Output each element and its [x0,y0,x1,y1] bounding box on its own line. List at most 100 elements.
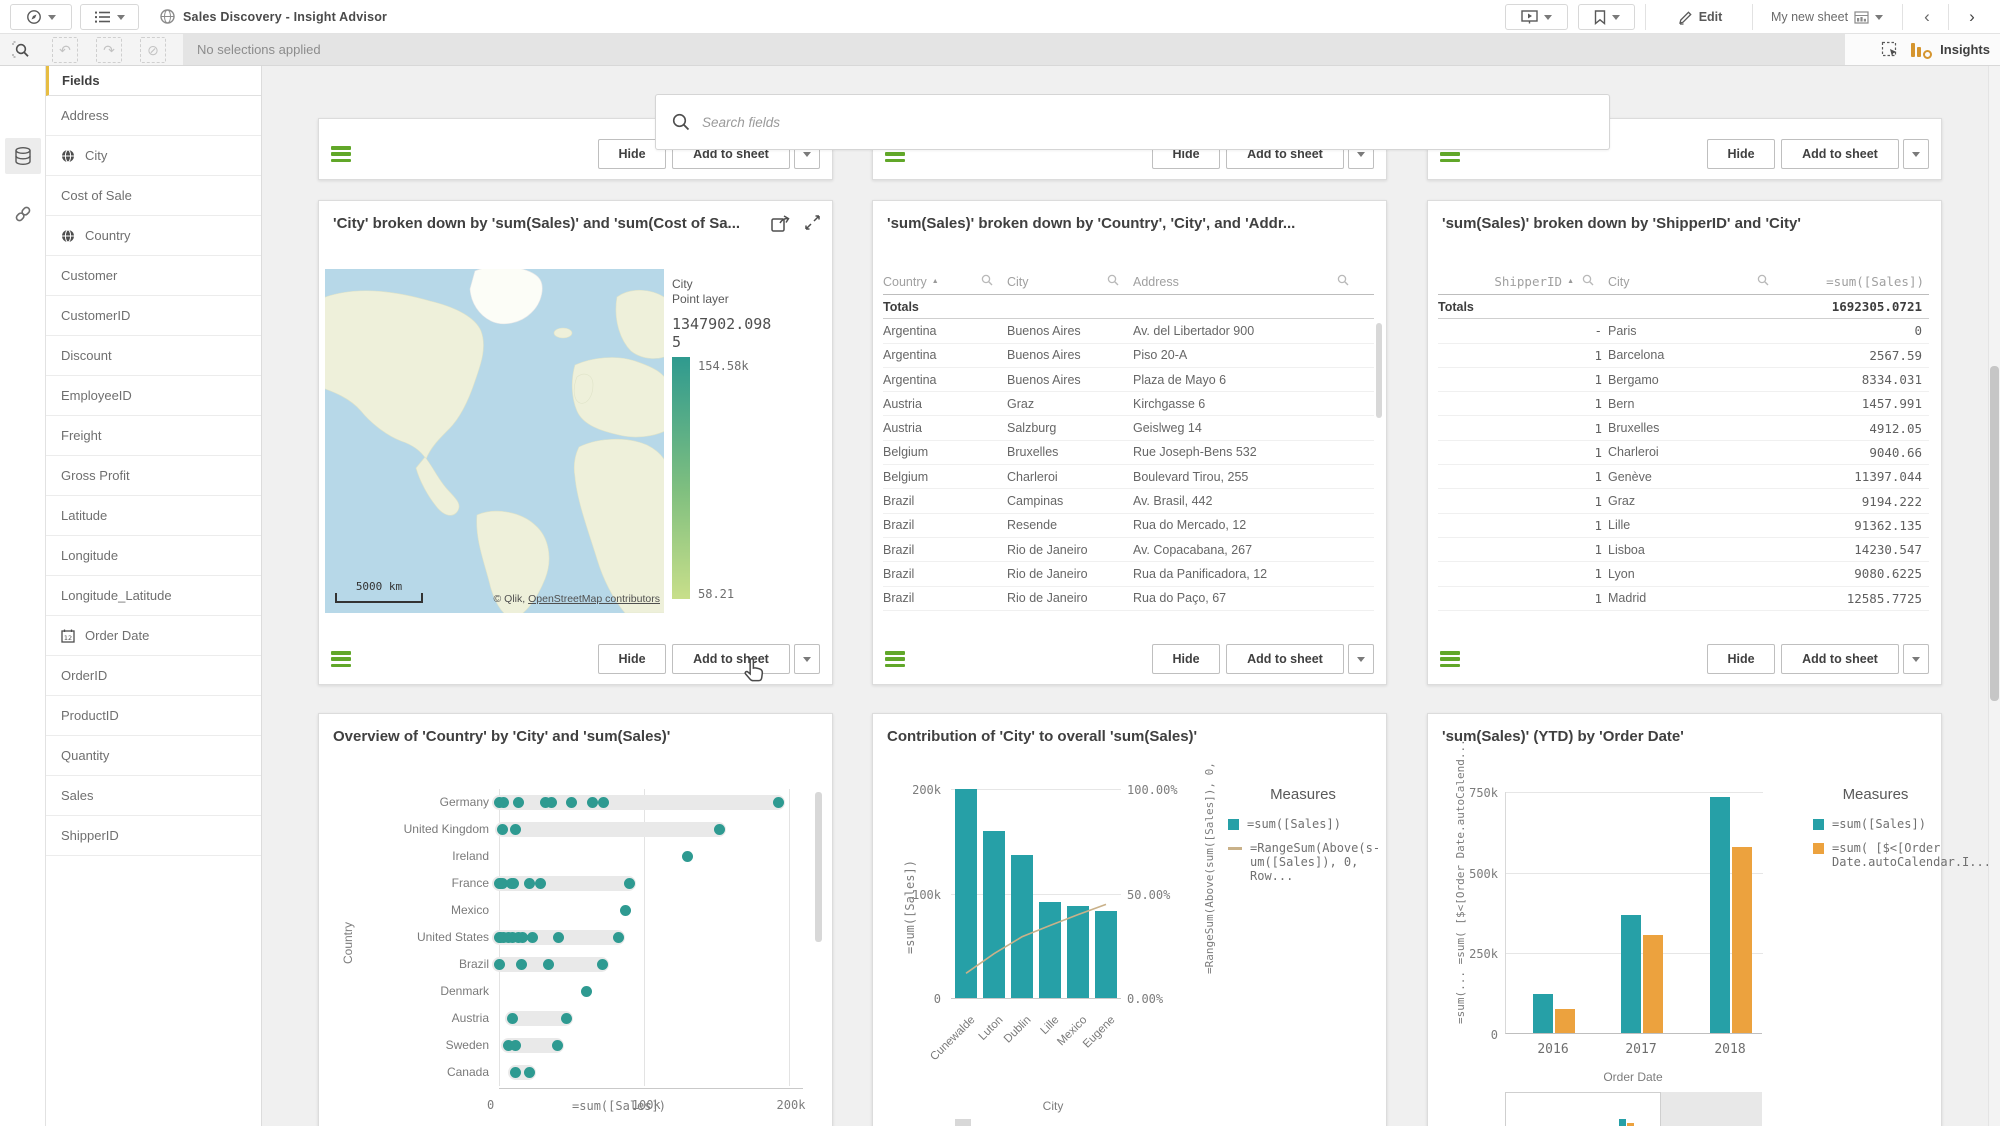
table-cell[interactable]: Boulevard Tirou, 255 [1133,470,1363,484]
table-cell[interactable]: Graz [1007,397,1133,411]
table-cell[interactable]: Rua do Mercado, 12 [1133,518,1363,532]
table-cell[interactable]: Belgium [883,470,1007,484]
add-to-sheet-button[interactable]: Add to sheet [1226,644,1344,674]
data-point[interactable] [714,824,725,835]
table-cell[interactable]: Lyon [1608,567,1783,581]
distribution-row[interactable]: Denmark [361,978,811,1005]
legend-item[interactable]: =sum([Sales]) [1813,817,1938,831]
field-item-gross-profit[interactable]: Gross Profit [46,456,261,496]
search-icon[interactable] [1337,274,1349,286]
distribution-row[interactable]: Ireland [361,843,811,870]
data-point[interactable] [497,824,508,835]
distribution-row[interactable]: Sweden [361,1032,811,1059]
table-cell[interactable]: Rio de Janeiro [1007,591,1133,605]
table-cell[interactable]: 9080.6225 [1783,566,1928,581]
table-row[interactable]: 1Madrid12585.7725 [1438,587,1929,611]
search-input[interactable] [702,115,1552,130]
field-item-order-date[interactable]: 12Order Date [46,616,261,656]
table-row[interactable]: AustriaGrazKirchgasse 6 [883,392,1374,416]
table-row[interactable]: BrazilResendeRua do Mercado, 12 [883,514,1374,538]
table-cell[interactable]: Plaza de Mayo 6 [1133,373,1363,387]
table-cell[interactable]: 1 [1438,469,1608,484]
selections-tool-button[interactable] [1877,37,1903,63]
table-row[interactable]: 1Lyon9080.6225 [1438,562,1929,586]
table-scrollbar[interactable] [1376,323,1382,418]
legend-item[interactable]: =sum( [$<[OrderDate.autoCalendar.I... [1813,841,1938,869]
column-header-1[interactable]: Country▲ [883,274,1007,289]
table-cell[interactable]: Bruxelles [1007,445,1133,459]
table-cell[interactable]: Bern [1608,397,1783,411]
storytelling-button[interactable] [1505,4,1568,30]
table-row[interactable]: BelgiumCharleroiBoulevard Tirou, 255 [883,465,1374,489]
bar-2018-series1[interactable] [1710,797,1730,1033]
table-cell[interactable]: 11397.044 [1783,469,1928,484]
field-item-freight[interactable]: Freight [46,416,261,456]
menu-icon[interactable] [885,651,905,667]
undo-selection-button[interactable]: ↶ [52,37,78,63]
legend-item[interactable]: =RangeSum(Above(s-um([Sales]), 0, Row... [1228,841,1378,883]
table-cell[interactable]: Salzburg [1007,421,1133,435]
column-header-2[interactable]: City [1608,274,1783,289]
hide-button[interactable]: Hide [1152,644,1220,674]
table-row[interactable]: 1Graz9194.222 [1438,489,1929,513]
menu-icon[interactable] [1440,651,1460,667]
table-row[interactable]: BrazilCampinasAv. Brasil, 442 [883,489,1374,513]
table-cell[interactable]: Belgium [883,445,1007,459]
table-cell[interactable]: 1 [1438,494,1608,509]
table-cell[interactable]: 14230.547 [1783,542,1928,557]
table-cell[interactable]: - [1438,323,1608,338]
hide-button[interactable]: Hide [1707,644,1775,674]
table-cell[interactable]: Piso 20-A [1133,348,1363,362]
table-cell[interactable]: 0 [1783,323,1928,338]
field-item-latitude[interactable]: Latitude [46,496,261,536]
field-item-customer[interactable]: Customer [46,256,261,296]
data-point[interactable] [552,1040,563,1051]
global-menu-button[interactable] [10,4,72,30]
field-item-longitude[interactable]: Longitude [46,536,261,576]
field-item-sales[interactable]: Sales [46,776,261,816]
bar-2018-series2[interactable] [1732,847,1752,1033]
field-item-cost-of-sale[interactable]: Cost of Sale [46,176,261,216]
table-cell[interactable]: 8334.031 [1783,372,1928,387]
distribution-row[interactable]: Mexico [361,897,811,924]
table-cell[interactable]: Buenos Aires [1007,348,1133,362]
table-row[interactable]: 1Bern1457.991 [1438,392,1929,416]
table-row[interactable]: -Paris0 [1438,319,1929,343]
bookmarks-button[interactable] [1578,4,1635,30]
data-point[interactable] [682,851,693,862]
table-cell[interactable]: Brazil [883,494,1007,508]
table-cell[interactable]: Brazil [883,591,1007,605]
table-cell[interactable]: Rua da Panificadora, 12 [1133,567,1363,581]
table-cell[interactable]: Madrid [1608,591,1783,605]
add-to-sheet-button[interactable]: Add to sheet [1781,644,1899,674]
previous-sheet-button[interactable]: ‹ [1908,4,1946,30]
ytd-plot[interactable] [1505,792,1762,1034]
clear-selections-button[interactable]: ⊘ [140,37,166,63]
chart-scrollbar[interactable] [815,792,822,942]
distribution-row[interactable]: Brazil [361,951,811,978]
table-cell[interactable]: 1 [1438,518,1608,533]
page-scrollbar-thumb[interactable] [1990,366,1999,701]
add-to-sheet-caret-button[interactable] [1903,644,1929,674]
distribution-row[interactable]: Canada [361,1059,811,1086]
distribution-row[interactable]: Germany [361,789,811,816]
sheet-selector[interactable]: My new sheet [1757,4,1897,30]
table-cell[interactable]: 1 [1438,445,1608,460]
field-item-orderid[interactable]: OrderID [46,656,261,696]
add-to-sheet-caret-button[interactable] [1348,644,1374,674]
table-cell[interactable]: Av. del Libertador 900 [1133,324,1363,338]
table-cell[interactable]: Kirchgasse 6 [1133,397,1363,411]
add-to-sheet-button[interactable]: Add to sheet [1781,139,1899,169]
edit-button[interactable]: Edit [1650,4,1750,30]
next-sheet-button[interactable]: › [1952,4,1992,30]
table-cell[interactable]: Rio de Janeiro [1007,543,1133,557]
data-point[interactable] [494,959,505,970]
table-cell[interactable]: Buenos Aires [1007,373,1133,387]
links-rail-button[interactable] [5,196,41,232]
field-item-discount[interactable]: Discount [46,336,261,376]
search-icon[interactable] [981,274,993,286]
data-point[interactable] [597,959,608,970]
table-cell[interactable]: Charleroi [1608,445,1783,459]
table-cell[interactable]: 1 [1438,348,1608,363]
table-row[interactable]: 1Bruxelles4912.05 [1438,416,1929,440]
